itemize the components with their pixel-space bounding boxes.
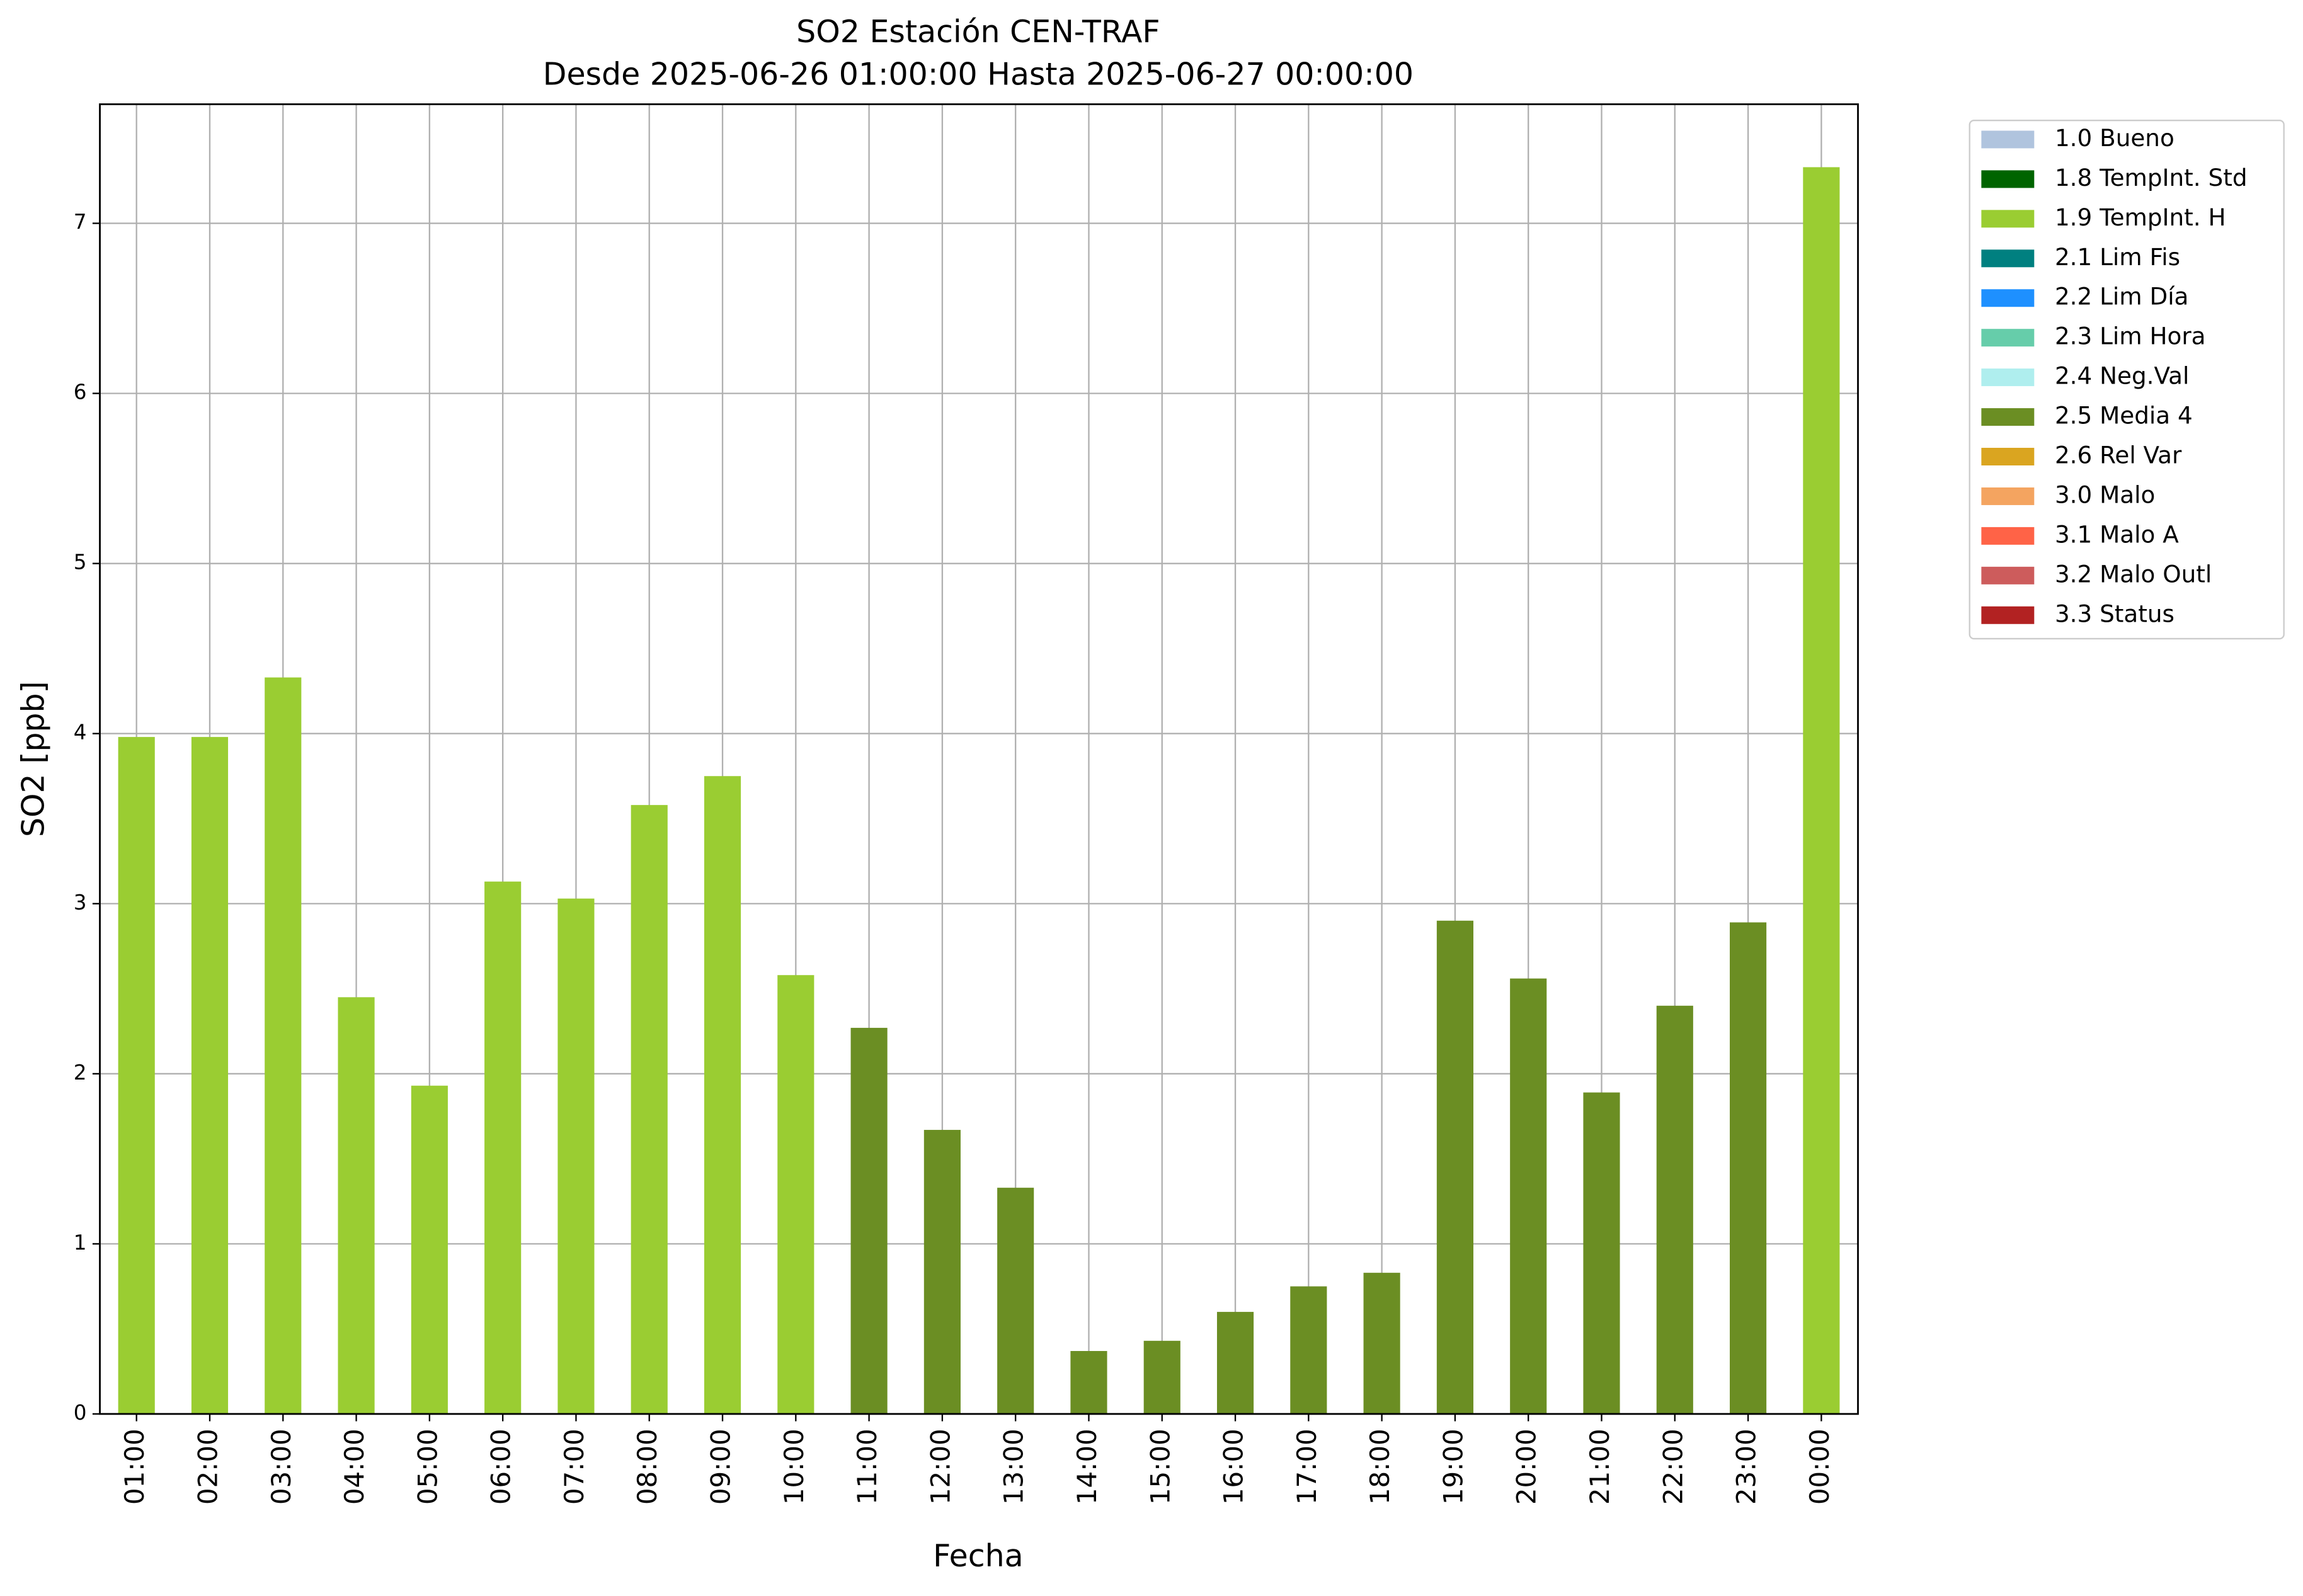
bars bbox=[118, 167, 1840, 1414]
x-axis-label: Fecha bbox=[933, 1538, 1024, 1574]
legend-swatch bbox=[1981, 289, 2035, 307]
y-tick-label: 1 bbox=[74, 1231, 87, 1255]
x-tick-label: 08:00 bbox=[632, 1428, 663, 1505]
bar bbox=[265, 677, 302, 1414]
legend-swatch bbox=[1981, 249, 2035, 268]
legend-swatch bbox=[1981, 527, 2035, 545]
bar bbox=[191, 737, 229, 1414]
legend-box bbox=[1969, 119, 2285, 640]
legend-swatch bbox=[1981, 448, 2035, 465]
x-tick-label: 03:00 bbox=[266, 1428, 297, 1505]
x-tick-label: 17:00 bbox=[1291, 1428, 1322, 1505]
x-tick-label: 21:00 bbox=[1584, 1428, 1615, 1505]
bar bbox=[704, 776, 741, 1414]
y-tick-label: 5 bbox=[74, 550, 87, 574]
y-tick-label: 2 bbox=[74, 1061, 87, 1085]
bar bbox=[777, 975, 814, 1414]
legend-label: 1.9 TempInt. H bbox=[2055, 203, 2226, 231]
legend-label: 2.6 Rel Var bbox=[2055, 442, 2182, 469]
y-tick-label: 3 bbox=[74, 891, 87, 915]
x-tick-label: 19:00 bbox=[1437, 1428, 1468, 1505]
bar bbox=[997, 1187, 1034, 1414]
x-tick-label: 15:00 bbox=[1145, 1428, 1175, 1505]
x-tick-label: 14:00 bbox=[1071, 1428, 1102, 1505]
legend-label: 2.1 Lim Fis bbox=[2055, 243, 2180, 271]
y-axis-label: SO2 [ppb] bbox=[15, 681, 51, 837]
bar bbox=[1656, 1005, 1693, 1414]
legend-label: 2.4 Neg.Val bbox=[2055, 362, 2189, 390]
x-tick-label: 20:00 bbox=[1511, 1428, 1542, 1505]
bar bbox=[850, 1027, 888, 1414]
legend-label: 1.0 Bueno bbox=[2055, 124, 2174, 152]
x-tick-label: 12:00 bbox=[925, 1428, 956, 1505]
bar bbox=[118, 737, 155, 1414]
legend-swatch bbox=[1981, 170, 2035, 188]
legend-swatch bbox=[1981, 408, 2035, 426]
bar bbox=[1290, 1286, 1327, 1414]
legend-swatch bbox=[1981, 210, 2035, 228]
bar bbox=[1803, 167, 1840, 1414]
legend-swatch bbox=[1981, 606, 2035, 624]
x-tick-label: 00:00 bbox=[1804, 1428, 1835, 1505]
chart-title: SO2 Estación CEN-TRAF bbox=[796, 14, 1160, 50]
x-tick-label: 22:00 bbox=[1657, 1428, 1688, 1505]
bar bbox=[631, 805, 668, 1414]
legend: 1.0 Bueno 1.8 TempInt. Std 1.9 TempInt. H 2… bbox=[1969, 119, 2285, 640]
x-tick-label: 13:00 bbox=[998, 1428, 1029, 1505]
legend-label: 3.0 Malo bbox=[2055, 481, 2155, 508]
x-tick-label: 10:00 bbox=[779, 1428, 809, 1505]
bar bbox=[338, 997, 375, 1414]
x-tick-label: 16:00 bbox=[1218, 1428, 1249, 1505]
x-tick-label: 04:00 bbox=[339, 1428, 370, 1505]
bar bbox=[1363, 1272, 1400, 1414]
legend-label: 1.8 TempInt. Std bbox=[2055, 164, 2248, 191]
bar bbox=[411, 1085, 448, 1414]
legend-swatch bbox=[1981, 329, 2035, 347]
bar bbox=[1143, 1340, 1180, 1414]
legend-label: 2.3 Lim Hora bbox=[2055, 322, 2206, 350]
chart-subtitle: Desde 2025-06-26 01:00:00 Hasta 2025-06-… bbox=[543, 57, 1414, 93]
y-tick-label: 0 bbox=[74, 1401, 87, 1425]
bar bbox=[1436, 920, 1473, 1414]
axes: 0 1 2 3 4 5 6 7 01:00 02:00 03:00 04:00 05:00 06:00 07… bbox=[74, 103, 1859, 1505]
legend-label: 3.1 Malo A bbox=[2055, 520, 2179, 548]
legend-swatch bbox=[1981, 566, 2035, 584]
x-tick-label: 01:00 bbox=[119, 1428, 150, 1505]
x-tick-label: 07:00 bbox=[559, 1428, 590, 1505]
bar bbox=[557, 898, 595, 1414]
bar bbox=[1070, 1351, 1107, 1414]
x-tick-label: 18:00 bbox=[1364, 1428, 1395, 1505]
bar bbox=[484, 881, 522, 1414]
x-tick-label: 06:00 bbox=[486, 1428, 517, 1505]
x-tick-label: 02:00 bbox=[192, 1428, 223, 1505]
x-tick-label: 05:00 bbox=[412, 1428, 443, 1505]
x-tick-label: 23:00 bbox=[1731, 1428, 1762, 1505]
legend-label: 3.3 Status bbox=[2055, 600, 2174, 627]
plot-frame bbox=[99, 103, 1859, 1415]
legend-label: 2.5 Media 4 bbox=[2055, 402, 2193, 430]
bar bbox=[1216, 1311, 1254, 1414]
legend-swatch bbox=[1981, 368, 2035, 387]
legend-swatch bbox=[1981, 130, 2035, 149]
bar bbox=[1583, 1092, 1620, 1414]
y-tick-label: 4 bbox=[74, 721, 87, 744]
bar bbox=[1730, 922, 1767, 1414]
legend-label: 3.2 Malo Outl bbox=[2055, 560, 2212, 588]
bar bbox=[1510, 978, 1547, 1414]
x-tick-label: 11:00 bbox=[852, 1428, 883, 1505]
bar bbox=[923, 1129, 961, 1414]
y-tick-label: 7 bbox=[74, 210, 87, 234]
legend-swatch bbox=[1981, 487, 2035, 505]
y-tick-label: 6 bbox=[74, 380, 87, 404]
x-tick-label: 09:00 bbox=[706, 1428, 736, 1505]
legend-label: 2.2 Lim Día bbox=[2055, 283, 2188, 311]
